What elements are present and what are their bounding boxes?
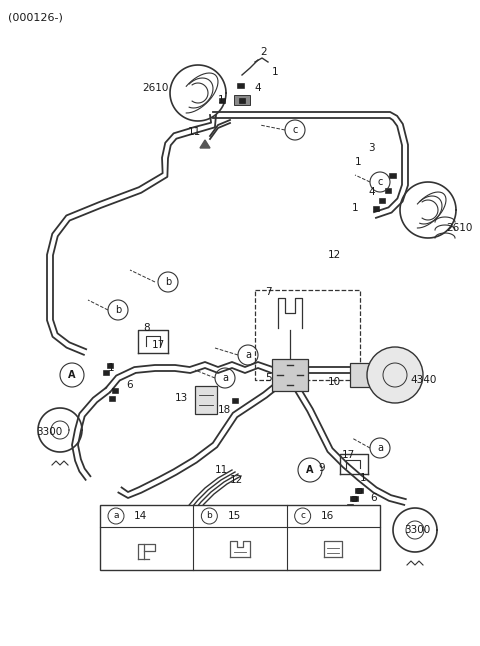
Text: 4340: 4340 <box>410 375 436 385</box>
Text: 1: 1 <box>360 473 367 483</box>
Text: 4: 4 <box>254 83 261 93</box>
Bar <box>385 187 391 193</box>
Bar <box>103 370 109 375</box>
Text: 6: 6 <box>126 380 132 390</box>
Text: 15: 15 <box>228 511 240 521</box>
Text: 3300: 3300 <box>36 427 62 437</box>
Text: 1: 1 <box>108 363 115 373</box>
Text: 1: 1 <box>355 157 361 167</box>
Text: 5: 5 <box>265 373 272 383</box>
Bar <box>388 172 396 178</box>
Bar <box>357 488 363 492</box>
Text: A: A <box>68 370 76 380</box>
Text: 2610: 2610 <box>446 223 472 233</box>
Text: b: b <box>165 277 171 287</box>
Text: 16: 16 <box>321 511 334 521</box>
Text: 9: 9 <box>318 463 324 473</box>
Bar <box>355 488 361 492</box>
Bar <box>347 503 353 508</box>
Bar <box>352 495 358 501</box>
Text: 6: 6 <box>370 493 377 503</box>
Text: a: a <box>113 512 119 521</box>
Circle shape <box>367 347 423 403</box>
Text: 18: 18 <box>218 405 231 415</box>
Bar <box>350 363 380 387</box>
Text: 11: 11 <box>188 127 201 137</box>
Text: 10: 10 <box>328 377 341 387</box>
Text: 1: 1 <box>218 95 225 105</box>
Bar <box>234 95 250 105</box>
Bar <box>112 388 118 393</box>
Text: b: b <box>115 305 121 315</box>
Text: b: b <box>206 512 212 521</box>
Text: a: a <box>245 350 251 360</box>
Bar <box>272 359 308 391</box>
Text: 7: 7 <box>265 287 272 297</box>
Text: A: A <box>306 465 314 475</box>
Text: 3300: 3300 <box>404 525 430 535</box>
Text: (000126-): (000126-) <box>8 12 63 22</box>
Bar <box>195 386 217 414</box>
Text: 1: 1 <box>272 67 278 77</box>
Text: 2610: 2610 <box>142 83 168 93</box>
Text: c: c <box>300 512 305 521</box>
Text: 1: 1 <box>352 203 359 213</box>
Text: 13: 13 <box>175 393 188 403</box>
Text: 4: 4 <box>368 187 374 197</box>
Bar <box>379 198 385 202</box>
Text: c: c <box>292 125 298 135</box>
Text: a: a <box>377 443 383 453</box>
Bar <box>237 83 243 87</box>
Text: 12: 12 <box>328 250 341 260</box>
Bar <box>100 505 380 570</box>
Text: 2: 2 <box>260 47 266 57</box>
Text: 17: 17 <box>342 450 355 460</box>
Bar <box>232 397 238 402</box>
Text: 8: 8 <box>143 323 150 333</box>
Text: c: c <box>377 177 383 187</box>
Bar <box>109 395 115 401</box>
Bar <box>373 205 379 211</box>
Text: 3: 3 <box>368 143 374 153</box>
Polygon shape <box>200 140 210 148</box>
Bar <box>239 98 245 103</box>
Bar <box>219 98 225 103</box>
Text: 17: 17 <box>152 340 165 350</box>
Text: 11: 11 <box>215 465 228 475</box>
Bar <box>107 362 113 368</box>
Text: a: a <box>222 373 228 383</box>
Bar <box>350 495 356 501</box>
Text: 14: 14 <box>134 511 147 521</box>
Text: 12: 12 <box>230 475 243 485</box>
